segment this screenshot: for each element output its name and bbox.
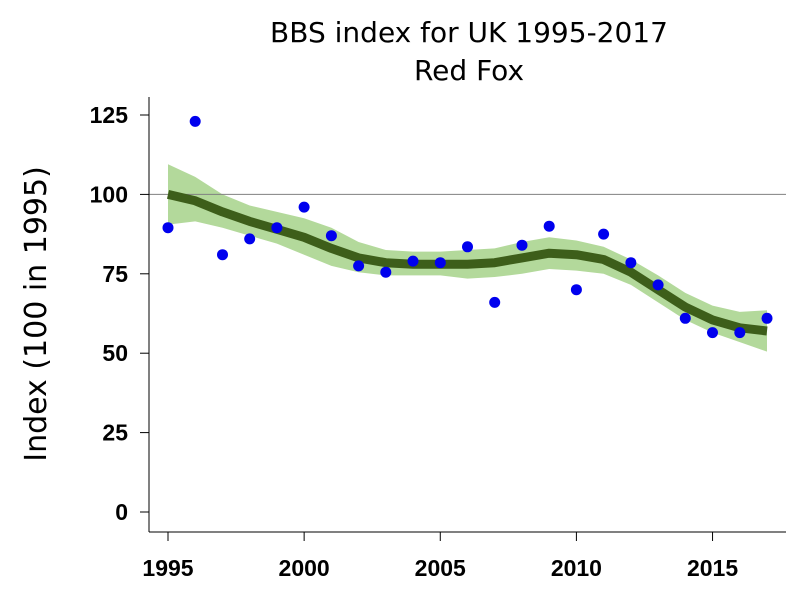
y-axis-label: Index (100 in 1995) xyxy=(19,166,54,462)
data-point-2016 xyxy=(734,327,746,339)
data-point-1998 xyxy=(244,233,256,245)
data-point-2002 xyxy=(353,260,365,272)
x-tick-label-2005: 2005 xyxy=(415,555,466,581)
data-point-1996 xyxy=(189,115,201,127)
x-tick-label-1995: 1995 xyxy=(142,555,193,581)
data-point-1999 xyxy=(271,222,283,234)
x-ticks-layer: 1995 2000 2005 2010 2015 xyxy=(142,532,738,581)
data-point-2004 xyxy=(407,255,419,267)
chart-title: BBS index for UK 1995-2017 xyxy=(270,16,668,49)
y-ticks-layer: 0 25 50 75 100 125 xyxy=(90,102,149,525)
y-tick-label-25: 25 xyxy=(102,420,128,446)
data-point-2013 xyxy=(652,279,664,291)
y-tick-label-75: 75 xyxy=(102,261,128,287)
trend-line xyxy=(166,190,768,336)
trend-line-layer xyxy=(166,190,768,336)
data-point-2017 xyxy=(761,312,773,324)
x-tick-label-2010: 2010 xyxy=(551,555,602,581)
data-points-layer xyxy=(162,115,773,339)
y-tick-label-50: 50 xyxy=(102,340,128,366)
data-point-2001 xyxy=(325,230,337,242)
confidence-band-layer xyxy=(168,164,767,352)
data-point-2010 xyxy=(570,284,582,296)
data-point-2011 xyxy=(598,228,610,240)
x-tick-label-2000: 2000 xyxy=(279,555,330,581)
data-point-2009 xyxy=(543,220,555,232)
data-point-2000 xyxy=(298,201,310,213)
data-point-2012 xyxy=(625,257,637,269)
x-tick-label-2015: 2015 xyxy=(687,555,738,581)
data-point-2006 xyxy=(462,241,473,253)
data-point-2003 xyxy=(380,266,392,278)
data-point-2014 xyxy=(679,312,691,324)
y-tick-label-100: 100 xyxy=(90,181,128,207)
data-point-2008 xyxy=(516,239,528,251)
data-point-2007 xyxy=(489,296,501,308)
confidence-band xyxy=(168,164,767,352)
data-point-1995 xyxy=(162,222,174,234)
chart-subtitle: Red Fox xyxy=(414,54,524,87)
axes-layer xyxy=(148,97,786,533)
y-tick-label-125: 125 xyxy=(90,102,129,128)
data-point-2005 xyxy=(434,257,446,269)
data-point-1997 xyxy=(217,249,228,261)
data-point-2015 xyxy=(707,327,718,339)
y-tick-label-0: 0 xyxy=(115,499,128,525)
